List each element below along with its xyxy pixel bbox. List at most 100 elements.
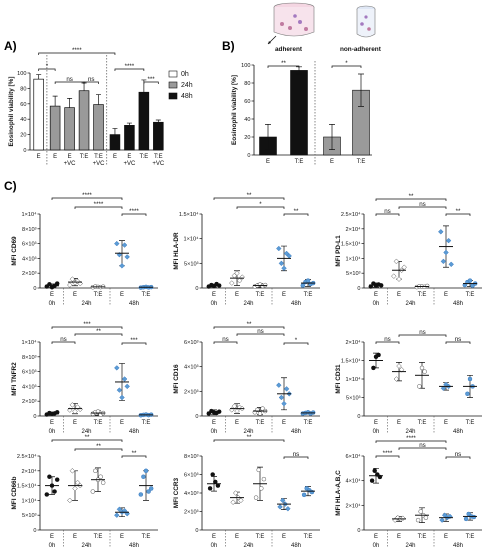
data-point <box>418 509 423 514</box>
y-axis-title: Eosinophil viability [%] <box>231 75 238 145</box>
significance-bracket <box>398 334 447 337</box>
panel-a-label: A) <box>4 39 17 53</box>
x-tick-label: E <box>212 292 216 298</box>
significance-label: ns <box>384 208 391 215</box>
y-tick-label: 40 <box>20 117 26 123</box>
significance-bracket <box>375 455 400 458</box>
significance-label: ns <box>88 76 95 83</box>
y-tick-label: 4×10³ <box>22 256 37 262</box>
data-point <box>467 376 473 382</box>
y-tick-label: 0 <box>33 286 36 292</box>
data-point <box>72 485 78 492</box>
significance-label: ** <box>85 434 90 441</box>
x-tick-label: E <box>374 420 378 426</box>
significance-bracket <box>38 68 56 71</box>
y-tick-label: 2×10⁴ <box>21 468 37 475</box>
group-label: 48h <box>453 301 463 307</box>
data-point <box>276 382 282 388</box>
data-point <box>443 249 449 256</box>
data-point <box>443 381 449 388</box>
data-point <box>74 404 81 410</box>
data-point <box>417 384 422 389</box>
significance-label: ** <box>132 450 137 457</box>
data-point <box>119 394 125 401</box>
data-point <box>69 468 76 474</box>
data-point <box>438 229 444 235</box>
significance-bracket <box>445 456 471 459</box>
significance-bracket <box>74 333 123 336</box>
non-adherent-label: non-adherent <box>340 46 382 53</box>
y-tick-label: 60 <box>244 99 250 105</box>
y-tick-label: 0 <box>357 286 360 292</box>
significance-label: * <box>345 60 348 67</box>
data-point <box>463 516 469 522</box>
data-point <box>393 376 400 382</box>
y-tick-label: 2×10³ <box>184 389 199 395</box>
x-tick-label: E <box>282 420 286 426</box>
x-tick-label: T:E <box>466 420 475 426</box>
x-tick-label: E <box>397 420 401 426</box>
group-label: 0h <box>211 429 218 435</box>
error-bar <box>155 119 161 123</box>
legend-swatch <box>168 70 178 78</box>
x-tick-label: +VC <box>123 161 136 167</box>
y-tick-label: 2×10³ <box>22 399 37 405</box>
x-tick-label: E <box>53 154 57 160</box>
data-point <box>54 281 60 286</box>
significance-bracket <box>114 68 145 71</box>
y-tick-label: 0 <box>33 414 36 420</box>
panel-b-label: B) <box>222 39 235 53</box>
significance-label: *** <box>83 321 91 328</box>
y-tick-label: 100 <box>241 63 250 69</box>
x-tick-label: E <box>444 534 448 540</box>
x-tick-label: E <box>235 292 239 298</box>
x-tick-label: T:E <box>418 534 427 540</box>
y-tick-label: 1×10⁴ <box>21 497 37 504</box>
data-point <box>279 497 286 504</box>
group-label: 48h <box>129 301 139 307</box>
data-point <box>116 506 123 513</box>
data-point <box>119 263 125 269</box>
data-point <box>124 383 130 390</box>
error-bar <box>81 82 87 91</box>
x-tick-label: E <box>374 534 378 540</box>
data-point <box>372 468 377 474</box>
significance-bracket <box>398 447 447 450</box>
data-point <box>148 486 154 491</box>
y-tick-label: 5×10³ <box>346 271 361 277</box>
data-point <box>256 467 261 473</box>
error-bar <box>126 122 132 126</box>
data-point <box>210 472 215 477</box>
bar <box>33 78 44 151</box>
data-point <box>376 352 381 358</box>
group-label: 24h <box>405 543 415 549</box>
group-label: 24h <box>243 543 253 549</box>
significance-label: ns <box>222 336 229 343</box>
chart-mfi-cd66b: 0 5×10³ 1×10⁴ 1.5×10⁴ 2×10⁴ 2.5×10⁴ MFI CD66b E… <box>11 434 158 549</box>
y-tick-label: 4×10⁴ <box>345 478 361 485</box>
bar <box>93 104 104 151</box>
data-point <box>69 276 76 282</box>
data-point <box>401 264 407 271</box>
x-tick-label: T:E <box>140 154 149 160</box>
x-tick-label: E <box>212 534 216 540</box>
data-point <box>396 276 402 282</box>
data-point <box>72 408 78 415</box>
significance-bracket <box>121 213 147 216</box>
x-tick-label: T:E <box>304 420 313 426</box>
significance-bracket <box>51 326 123 329</box>
y-tick-label: 4×10³ <box>184 491 199 497</box>
data-point <box>369 478 375 483</box>
x-tick-label: T:E <box>304 292 313 298</box>
significance-bracket <box>283 456 309 459</box>
significance-label: **** <box>125 63 135 70</box>
significance-bracket <box>121 455 147 458</box>
significance-bracket <box>213 197 285 200</box>
significance-label: * <box>46 63 49 70</box>
data-point <box>371 365 376 371</box>
chart-mfi-ccr3: 0 2×10³ 4×10³ 6×10³ 8×10³ MFI CCR3 E E T:E E T:E 0h… <box>173 434 320 549</box>
x-tick-label: E <box>282 534 286 540</box>
y-tick-label: 0 <box>195 528 198 534</box>
y-tick-label: 0 <box>195 414 198 420</box>
x-tick-label: E <box>397 292 401 298</box>
